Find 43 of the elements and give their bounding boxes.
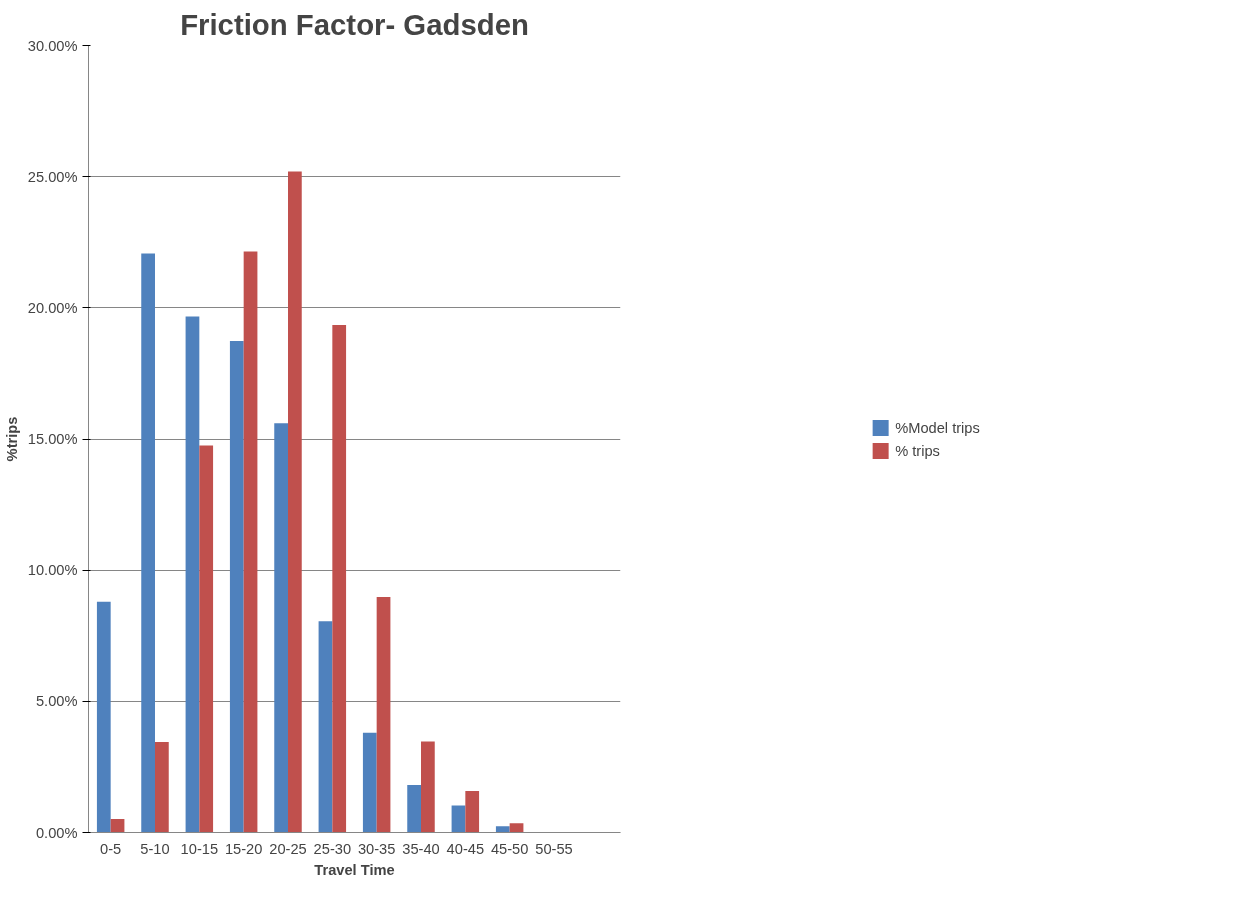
- y-tick-label: 25.00%: [27, 168, 78, 185]
- y-tick-label: 20.00%: [27, 299, 78, 316]
- legend-label: %Model trips: [895, 419, 980, 435]
- x-tick-label: 35-40: [402, 840, 440, 857]
- bar: [288, 171, 302, 833]
- y-tick-label: 15.00%: [27, 431, 78, 447]
- bar: [318, 621, 333, 833]
- bar: [185, 316, 200, 833]
- x-tick-label: 50-55: [535, 840, 573, 857]
- chart-title: Friction Factor- Gadsden: [180, 7, 529, 41]
- bar: [243, 251, 258, 833]
- bar: [421, 741, 435, 833]
- bar: [509, 823, 524, 833]
- bar: [332, 324, 347, 833]
- bar: [199, 445, 214, 833]
- x-tick-label: 5-10: [140, 840, 170, 857]
- x-tick-label: 15-20: [224, 840, 263, 857]
- bar: [274, 423, 288, 833]
- y-tick-label: 5.00%: [35, 693, 78, 710]
- bar: [495, 826, 510, 833]
- x-axis-title: Travel Time: [314, 861, 395, 878]
- x-tick-label: 20-25: [269, 840, 307, 857]
- x-tick-label: 0-5: [100, 840, 122, 857]
- bar: [229, 340, 244, 833]
- bar: [155, 741, 169, 833]
- bar: [96, 601, 111, 833]
- x-tick-label: 40-45: [446, 840, 485, 857]
- y-tick-label: 30.00%: [27, 37, 78, 54]
- y-tick-label: 10.00%: [27, 562, 78, 579]
- bar: [451, 805, 466, 833]
- legend-label: % trips: [895, 442, 940, 458]
- bar: [110, 819, 125, 833]
- bar: [407, 785, 421, 833]
- bar: [465, 791, 480, 833]
- x-tick-label: 25-30: [313, 840, 352, 857]
- bar: [141, 253, 155, 833]
- y-axis-title: %trips: [3, 416, 20, 462]
- bar: [362, 732, 377, 833]
- bar: [376, 596, 391, 833]
- x-tick-label: 45-50: [490, 840, 529, 857]
- x-tick-label: 30-35: [357, 840, 396, 857]
- x-tick-label: 10-15: [180, 840, 219, 857]
- y-tick-label: 0.00%: [35, 824, 78, 841]
